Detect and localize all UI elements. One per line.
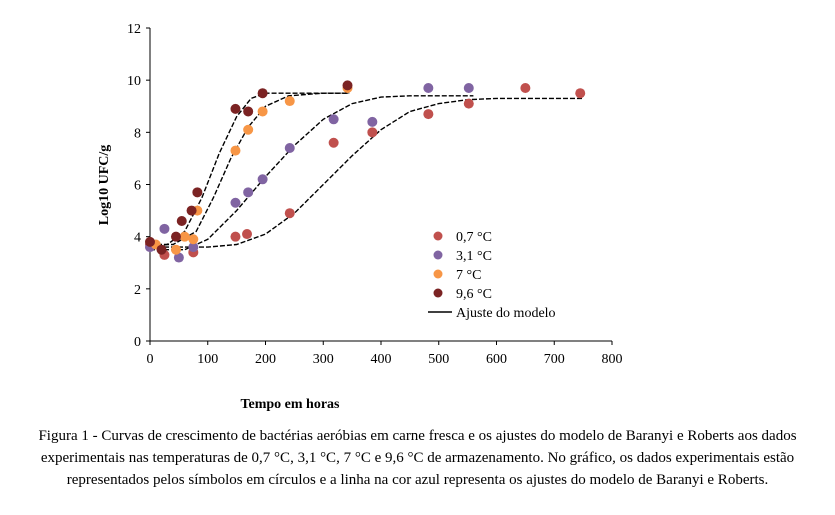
data-point — [230, 197, 241, 208]
data-point — [257, 174, 268, 185]
chart-axes: 0 2 4 6 8 10 12 0 100 200 300 400 500 600 700 800 — [127, 22, 623, 367]
x-tick-label: 200 — [255, 352, 276, 367]
data-point — [463, 98, 474, 109]
data-point — [575, 88, 586, 99]
data-point — [242, 229, 253, 240]
data-point — [173, 252, 184, 263]
figure-caption: Figura 1 - Curvas de crescimento de bact… — [0, 425, 835, 491]
data-point — [159, 223, 170, 234]
y-tick-label: 6 — [134, 179, 141, 194]
data-point — [230, 103, 241, 114]
legend-label: 0,7 °C — [456, 230, 492, 245]
y-tick-label: 8 — [134, 126, 141, 141]
x-tick-label: 0 — [147, 352, 154, 367]
legend-marker — [433, 269, 443, 279]
legend-label: 7 °C — [456, 268, 481, 283]
data-point — [192, 187, 203, 198]
data-point — [230, 231, 241, 242]
legend-label: 9,6 °C — [456, 287, 492, 302]
fit-line — [150, 95, 474, 251]
data-point — [284, 142, 295, 153]
data-point — [463, 82, 474, 93]
data-point — [328, 114, 339, 125]
y-axis-title: Log10 UFC/g — [97, 145, 112, 226]
data-point — [170, 244, 181, 255]
data-point — [520, 82, 531, 93]
fit-line — [150, 97, 584, 248]
data-point — [230, 145, 241, 156]
x-tick-label: 400 — [371, 352, 392, 367]
legend-marker — [433, 288, 443, 298]
legend-label: Ajuste do modelo — [456, 306, 556, 321]
data-point — [156, 244, 167, 255]
data-point — [188, 242, 199, 253]
y-tick-label: 0 — [134, 335, 141, 350]
data-point — [176, 216, 187, 227]
data-point — [328, 137, 339, 148]
y-tick-label: 12 — [127, 22, 141, 37]
data-point — [284, 96, 295, 107]
data-points — [145, 80, 586, 263]
data-point — [257, 88, 268, 99]
x-tick-label: 500 — [428, 352, 449, 367]
data-point — [342, 80, 353, 91]
data-point — [186, 205, 197, 216]
data-point — [367, 116, 378, 127]
legend-label: 3,1 °C — [456, 249, 492, 264]
data-point — [243, 187, 254, 198]
x-tick-label: 700 — [544, 352, 565, 367]
data-point — [188, 234, 199, 245]
x-tick-label: 600 — [486, 352, 507, 367]
data-point — [423, 82, 434, 93]
caption-text: Curvas de crescimento de bactérias aerób… — [40, 428, 797, 488]
x-tick-label: 100 — [197, 352, 218, 367]
model-fit-lines — [149, 92, 584, 251]
data-point — [284, 208, 295, 219]
x-axis-title: Tempo em horas — [240, 397, 340, 412]
data-point — [243, 124, 254, 135]
data-point — [423, 109, 434, 120]
data-point — [367, 127, 378, 138]
caption-lead: Figura 1 - — [38, 428, 98, 444]
growth-chart: 0 2 4 6 8 10 12 0 100 200 300 400 500 600 700 800 0,7 °… — [97, 22, 623, 412]
legend-marker — [433, 250, 443, 260]
y-tick-label: 4 — [134, 231, 141, 246]
x-tick-label: 800 — [602, 352, 623, 367]
y-tick-label: 2 — [134, 283, 141, 298]
data-point — [179, 231, 190, 242]
chart-legend: 0,7 °C 3,1 °C 7 °C 9,6 °C Ajuste do modelo — [428, 230, 556, 321]
legend-marker — [433, 231, 443, 241]
y-tick-label: 10 — [127, 74, 141, 89]
data-point — [145, 236, 155, 247]
data-point — [170, 231, 181, 242]
data-point — [257, 106, 268, 117]
data-point — [243, 106, 254, 117]
x-tick-label: 300 — [313, 352, 334, 367]
